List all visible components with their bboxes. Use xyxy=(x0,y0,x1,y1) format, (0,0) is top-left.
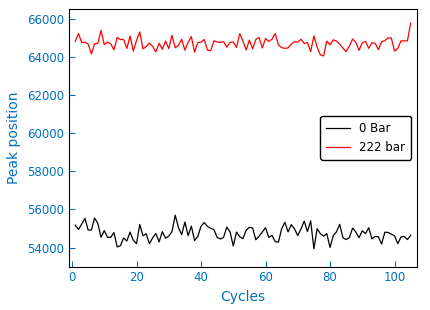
222 bar xyxy=(76,32,81,35)
0 Bar xyxy=(321,234,326,238)
Legend: 0 Bar, 222 bar: 0 Bar, 222 bar xyxy=(320,116,411,160)
222 bar xyxy=(73,40,78,43)
0 Bar xyxy=(311,247,316,251)
Line: 222 bar: 222 bar xyxy=(75,23,411,56)
222 bar xyxy=(318,53,323,57)
0 Bar xyxy=(76,228,81,231)
X-axis label: Cycles: Cycles xyxy=(221,290,265,304)
222 bar xyxy=(405,39,410,43)
0 Bar xyxy=(172,213,178,217)
Y-axis label: Peak position: Peak position xyxy=(7,92,21,184)
222 bar xyxy=(321,54,326,58)
Line: 0 Bar: 0 Bar xyxy=(75,215,411,249)
0 Bar xyxy=(408,233,413,237)
0 Bar xyxy=(118,244,123,248)
222 bar xyxy=(408,21,413,25)
222 bar xyxy=(218,40,223,44)
222 bar xyxy=(118,38,123,42)
0 Bar xyxy=(73,223,78,227)
0 Bar xyxy=(205,224,210,228)
0 Bar xyxy=(324,232,329,236)
0 Bar xyxy=(221,235,226,239)
222 bar xyxy=(314,45,319,49)
